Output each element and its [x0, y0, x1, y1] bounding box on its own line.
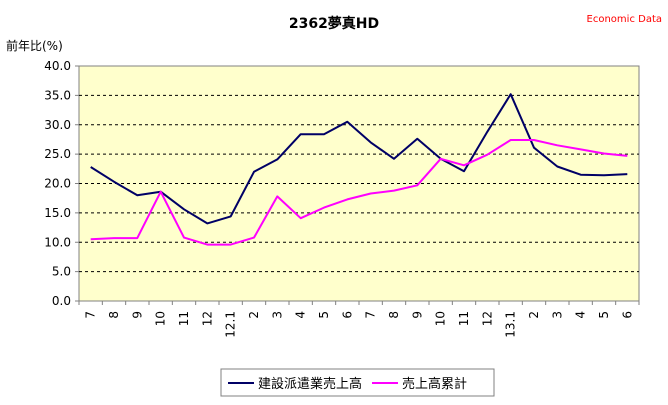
y-tick-label: 20.0: [44, 177, 71, 191]
x-tick-label: 4: [294, 311, 308, 319]
x-tick-label: 10: [154, 311, 168, 326]
x-axis-ticks: 7 8 9 10 11 12 12.1 2 3 4 5 6 7 8 9 10 11 12 13.1 2 3 4 5 6: [79, 301, 639, 338]
x-tick-label: 4: [574, 311, 588, 319]
x-tick-label: 6: [620, 311, 634, 319]
x-tick-label: 2: [247, 311, 261, 319]
y-tick-label: 5.0: [52, 265, 71, 279]
y-axis-ticks: 0.0 5.0 10.0 15.0 20.0 25.0 30.0 35.0 40.0: [44, 59, 79, 308]
y-tick-label: 15.0: [44, 206, 71, 220]
x-tick-label: 9: [410, 311, 424, 319]
legend-label-2: 売上高累計: [402, 376, 467, 392]
x-tick-label: 11: [457, 311, 471, 326]
x-tick-label: 7: [364, 311, 378, 319]
x-tick-label: 12: [480, 311, 494, 326]
x-tick-label: 2: [527, 311, 541, 319]
chart-title: 2362夢真HD: [289, 15, 379, 32]
x-tick-label: 12: [200, 311, 214, 326]
x-tick-label: 5: [317, 311, 331, 319]
y-tick-label: 25.0: [44, 147, 71, 161]
y-tick-label: 0.0: [52, 294, 71, 308]
y-axis-label: 前年比(%): [6, 38, 63, 53]
y-tick-label: 10.0: [44, 235, 71, 249]
legend-items: 建設派遣業売上高 売上高累計: [228, 376, 467, 392]
x-tick-label: 5: [597, 311, 611, 319]
x-tick-label: 10: [434, 311, 448, 326]
x-tick-label: 7: [84, 311, 98, 319]
y-tick-label: 30.0: [44, 118, 71, 132]
x-tick-label: 13.1: [504, 311, 518, 338]
x-tick-label: 9: [130, 311, 144, 319]
x-tick-label: 11: [177, 311, 191, 326]
x-tick-label: 12.1: [224, 311, 238, 338]
x-tick-label: 6: [340, 311, 354, 319]
x-tick-label: 8: [387, 311, 401, 319]
x-tick-label: 3: [270, 311, 284, 319]
x-tick-label: 8: [107, 311, 121, 319]
source-label: Economic Data: [587, 14, 662, 25]
y-tick-label: 35.0: [44, 88, 71, 102]
x-tick-label: 3: [550, 311, 564, 319]
legend-label-1: 建設派遣業売上高: [258, 376, 362, 392]
y-tick-label: 40.0: [44, 59, 71, 73]
